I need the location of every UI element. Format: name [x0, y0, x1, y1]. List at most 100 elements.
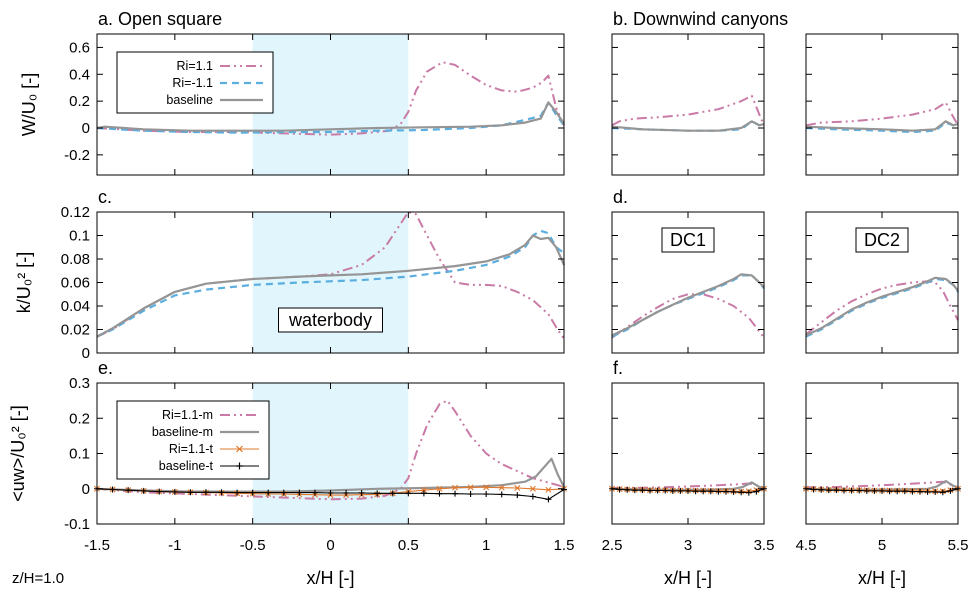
data-point: [924, 488, 931, 495]
data-point: [234, 489, 241, 496]
x-tick-label: -1: [168, 537, 181, 554]
x-axis-label: x/H [-]: [307, 568, 355, 588]
data-point: [947, 487, 954, 494]
data-point: [420, 487, 427, 494]
data-point: [901, 488, 908, 495]
series-line: [805, 480, 959, 489]
data-point: [841, 487, 847, 494]
data-point: [669, 487, 676, 494]
data-point: [856, 487, 863, 494]
series-line: [805, 280, 959, 335]
data-point: [420, 490, 427, 497]
y-tick-label: 0.04: [61, 298, 90, 315]
legend-marker: [236, 445, 243, 453]
panel-d1: [611, 273, 765, 339]
x-tick-label: -1.5: [84, 537, 110, 554]
data-point: [311, 489, 318, 496]
data-point: [218, 489, 225, 496]
data-point: [871, 487, 878, 494]
data-point: [631, 487, 638, 494]
data-point: [514, 492, 521, 499]
annotation-box: [855, 227, 909, 253]
annotation-box: [278, 307, 383, 333]
panel-b1: [611, 94, 765, 132]
data-point: [452, 484, 459, 491]
legend-marker: [236, 462, 243, 470]
panel-f1: [609, 481, 767, 496]
data-point: [202, 489, 209, 496]
data-point: [685, 487, 691, 494]
data-point: [249, 489, 256, 496]
data-point: [909, 488, 916, 495]
annotation-label: waterbody: [288, 310, 372, 330]
data-point: [677, 487, 684, 494]
x-axis-label: x/H [-]: [664, 568, 712, 588]
x-tick-label: 3: [684, 537, 692, 554]
data-point: [498, 484, 505, 491]
y-tick-label: 0: [82, 345, 90, 362]
data-point: [358, 489, 365, 496]
data-point: [171, 488, 178, 495]
data-point: [917, 488, 923, 495]
data-point: [514, 485, 521, 492]
series-line: [611, 94, 765, 127]
data-point: [545, 496, 552, 503]
panel-title: c.: [98, 187, 112, 207]
data-point: [483, 491, 490, 498]
panel-d2: [805, 276, 959, 338]
data-point: [753, 488, 760, 495]
legend-label: baseline-m: [152, 425, 213, 439]
data-point: [265, 489, 272, 496]
x-tick-label: 5.5: [948, 537, 969, 554]
y-tick-label: -0.2: [64, 147, 90, 164]
y-tick-label: 0.6: [69, 39, 90, 56]
panel-title: b. Downwind canyons: [613, 9, 788, 29]
y-tick-label: 0.4: [69, 66, 90, 83]
data-point: [452, 490, 459, 497]
data-point: [886, 488, 893, 495]
data-point: [662, 487, 669, 494]
legend-label: Ri=1.1: [177, 59, 214, 73]
panel-frame: [611, 33, 765, 176]
x-tick-label: 5: [878, 537, 886, 554]
y-axis-label: W/U₀ [-]: [19, 73, 39, 136]
x-tick-label: 1.5: [554, 537, 575, 554]
data-point: [125, 487, 132, 494]
series-line: [96, 234, 566, 338]
data-point: [825, 487, 832, 494]
y-tick-label: -0.1: [64, 516, 90, 533]
y-tick-label: 0.2: [69, 410, 90, 427]
data-point: [498, 491, 505, 498]
series-line: [96, 101, 565, 134]
x-tick-label: 3.5: [754, 537, 775, 554]
panel-title: e.: [98, 358, 113, 378]
data-point: [738, 489, 745, 496]
data-point: [939, 489, 946, 496]
legend-label: Ri=1.1-t: [169, 442, 214, 456]
data-point: [848, 487, 855, 494]
y-tick-label: 0.3: [69, 375, 90, 392]
data-point: [280, 489, 287, 496]
x-axis-label: x/H [-]: [858, 568, 906, 588]
panel-e: [94, 399, 567, 503]
legend-label: Ri=-1.1: [172, 76, 213, 90]
series-line: [96, 101, 565, 132]
y-axis-label: k/U₀² [-]: [14, 252, 34, 313]
data-point: [343, 489, 350, 496]
panel-title: f.: [613, 358, 623, 378]
y-tick-label: 0.2: [69, 93, 90, 110]
x-tick-label: 0.5: [398, 537, 419, 554]
series-line: [805, 101, 959, 127]
waterbody-shade: [252, 383, 409, 524]
data-point: [529, 485, 536, 492]
data-point: [156, 488, 163, 495]
data-point: [624, 486, 631, 493]
waterbody-shade: [252, 34, 409, 175]
data-point: [405, 490, 412, 497]
x-tick-label: -0.5: [240, 537, 266, 554]
y-tick-label: 0: [82, 120, 90, 137]
y-tick-label: 0.1: [69, 446, 90, 463]
data-point: [436, 485, 443, 492]
data-point: [327, 489, 334, 496]
